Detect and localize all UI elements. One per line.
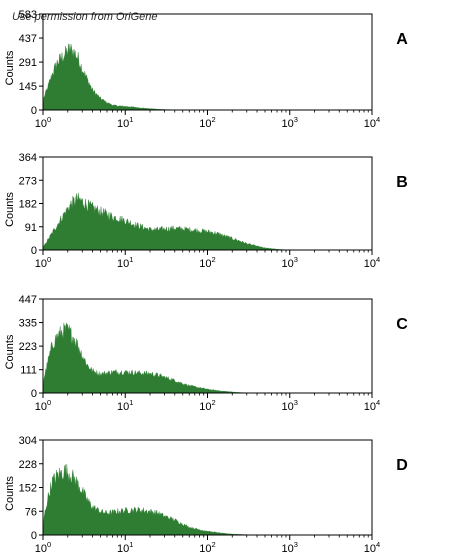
x-tick-label: 104 xyxy=(364,540,380,555)
y-tick-label: 304 xyxy=(19,435,37,447)
histogram-panels: 0 145 291 437 583 100 101 102 103 104 Counts A 0 91 18… xyxy=(4,9,408,555)
x-tick-label: 104 xyxy=(364,398,380,413)
y-tick-label: 91 xyxy=(25,222,37,234)
y-axis-label: Counts xyxy=(4,192,16,227)
x-tick-label: 104 xyxy=(364,115,380,130)
y-axis-label: Counts xyxy=(4,334,16,369)
x-tick-label: 102 xyxy=(199,540,215,555)
y-tick-label: 111 xyxy=(20,365,37,377)
x-tick-label: 100 xyxy=(35,255,51,270)
y-tick-label: 437 xyxy=(19,33,37,45)
y-tick-label: 228 xyxy=(19,459,37,471)
x-tick-label: 103 xyxy=(282,255,298,270)
x-tick-label: 101 xyxy=(117,398,133,413)
y-axis-label: Counts xyxy=(4,476,16,511)
x-tick-label: 102 xyxy=(199,398,215,413)
y-tick-label: 182 xyxy=(19,199,37,211)
x-tick-label: 103 xyxy=(282,540,298,555)
y-tick-label: 223 xyxy=(19,341,37,353)
panel-label: A xyxy=(396,31,408,48)
x-tick-label: 100 xyxy=(35,398,51,413)
y-tick-label: 447 xyxy=(19,294,37,306)
x-tick-label: 100 xyxy=(35,115,51,130)
panel-label: D xyxy=(396,457,408,474)
y-tick-label: 0 xyxy=(31,388,37,400)
y-tick-label: 76 xyxy=(25,506,37,518)
y-tick-label: 0 xyxy=(31,245,37,257)
histogram-series xyxy=(42,322,372,394)
y-tick-label: 145 xyxy=(19,81,37,93)
panel-c: 0 111 223 335 447 100 101 102 103 104 Counts C xyxy=(4,294,408,413)
histogram-series xyxy=(42,192,372,251)
x-tick-label: 103 xyxy=(282,398,298,413)
panel-b: 0 91 182 273 364 100 101 102 103 104 Counts B xyxy=(4,152,408,270)
y-tick-label: 0 xyxy=(31,105,37,117)
y-tick-label: 335 xyxy=(19,318,37,330)
y-tick-label: 152 xyxy=(19,483,37,495)
y-tick-label: 583 xyxy=(19,9,37,21)
panel-a: 0 145 291 437 583 100 101 102 103 104 Counts A xyxy=(4,9,408,130)
y-tick-label: 0 xyxy=(31,530,37,542)
x-tick-label: 104 xyxy=(364,255,380,270)
histogram-series xyxy=(42,464,372,536)
panel-label: B xyxy=(396,174,408,191)
y-tick-label: 291 xyxy=(19,57,37,69)
histogram-series xyxy=(42,43,372,111)
x-tick-label: 101 xyxy=(117,115,133,130)
y-axis-label: Counts xyxy=(4,50,16,85)
y-tick-label: 273 xyxy=(19,175,37,187)
x-tick-label: 101 xyxy=(117,255,133,270)
x-tick-label: 103 xyxy=(282,115,298,130)
panel-label: C xyxy=(396,316,408,333)
panel-d: 0 76 152 228 304 100 101 102 103 104 Counts D xyxy=(4,435,408,555)
x-tick-label: 102 xyxy=(199,255,215,270)
x-tick-label: 100 xyxy=(35,540,51,555)
y-tick-label: 364 xyxy=(19,152,37,164)
x-tick-label: 101 xyxy=(117,540,133,555)
x-tick-label: 102 xyxy=(199,115,215,130)
